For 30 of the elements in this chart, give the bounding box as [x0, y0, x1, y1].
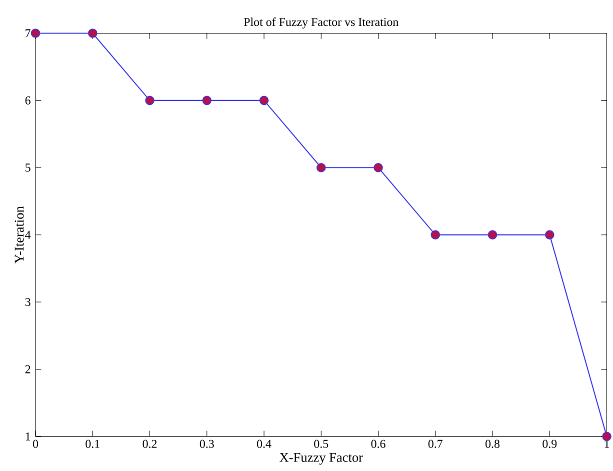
x-tick-label: 0.1	[86, 440, 100, 448]
point	[88, 28, 98, 38]
x-tick-label: 0	[32, 440, 38, 448]
x-axis-title: X-Fuzzy Factor	[280, 453, 363, 465]
point	[30, 28, 40, 38]
point	[145, 96, 154, 106]
x-tick-label: 0.6	[371, 440, 386, 448]
y-axis-title: Y-Iteration	[14, 206, 24, 264]
point	[316, 162, 326, 172]
x-tick-label: 0.2	[142, 440, 157, 448]
point	[202, 96, 212, 106]
point	[259, 96, 269, 106]
x-tick-label: 0.7	[428, 440, 443, 448]
chart-title: Plot of Fuzzy Factor vs Iteration	[244, 18, 398, 29]
y-tick-label: 2	[25, 365, 30, 374]
y-tick-label: 1	[26, 432, 30, 440]
y-tick-label: 4	[25, 230, 31, 239]
x-tick-label: 0.8	[486, 440, 500, 448]
y-tick-label: 5	[26, 164, 30, 172]
y-tick-label: 6	[25, 96, 30, 104]
y-tick-label: 7	[26, 29, 30, 38]
x-tick-label: 0.4	[257, 440, 272, 448]
y-tick-label: 3	[25, 298, 30, 306]
x-tick-label: 0.3	[200, 440, 214, 448]
point	[488, 230, 498, 240]
point	[374, 162, 383, 172]
point	[430, 230, 440, 240]
x-tick-label: 0.5	[314, 440, 328, 448]
x-tick-label: 0.9	[542, 440, 557, 448]
point	[544, 230, 554, 240]
